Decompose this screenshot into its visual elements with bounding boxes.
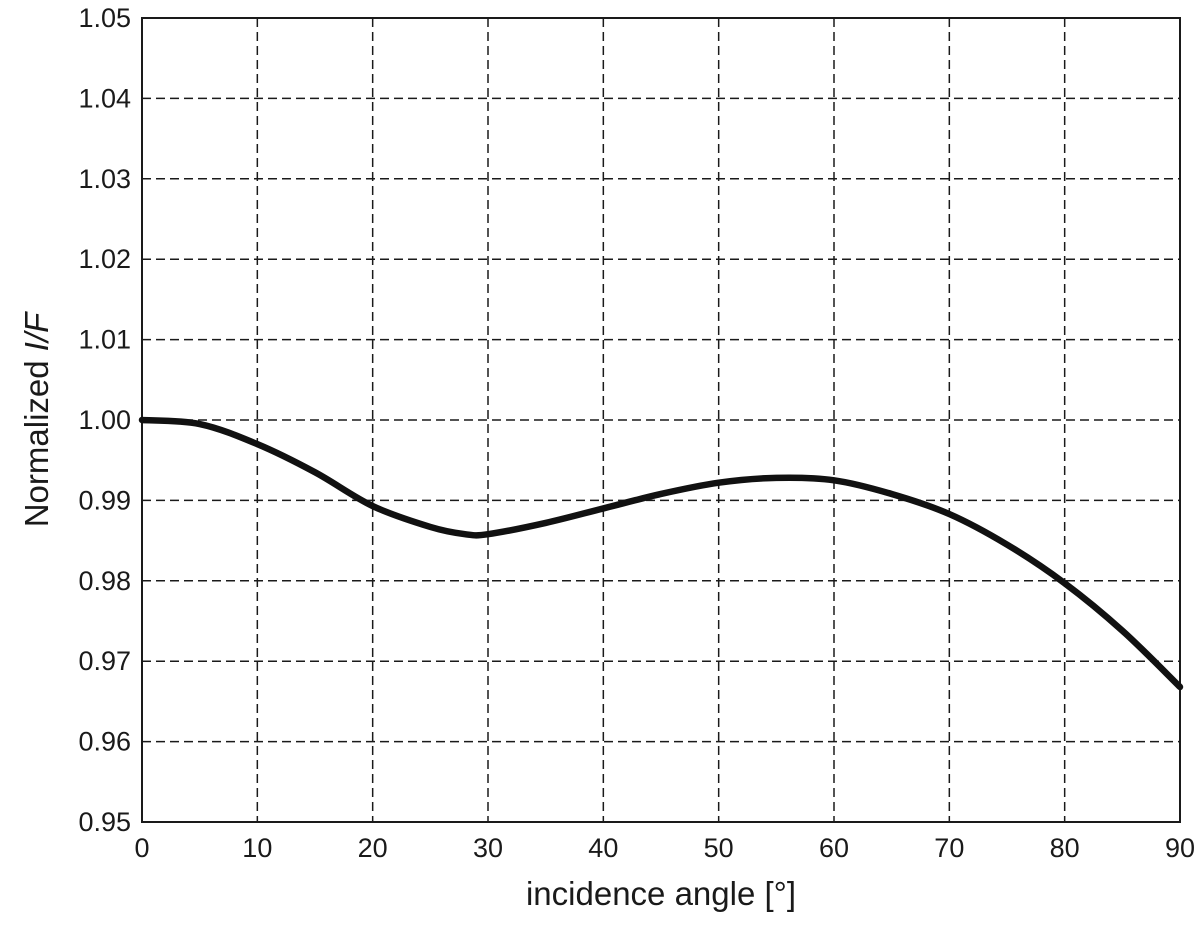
series-group <box>138 416 1184 691</box>
x-tick-label: 20 <box>358 833 388 863</box>
y-tick-label: 1.03 <box>78 164 131 194</box>
x-tick-label: 90 <box>1165 833 1195 863</box>
x-tick-label: 0 <box>134 833 149 863</box>
y-tick-label: 0.95 <box>78 807 131 837</box>
y-tick-label: 1.00 <box>78 405 131 435</box>
y-tick-label: 1.01 <box>78 325 131 355</box>
x-tick-label: 60 <box>819 833 849 863</box>
y-axis-label-italic: I/F <box>18 311 55 351</box>
y-axis-label: Normalized I/F <box>18 311 55 527</box>
x-tick-labels: 0 10 20 30 40 50 60 70 80 90 <box>134 833 1195 863</box>
x-tick-label: 50 <box>704 833 734 863</box>
y-tick-labels: 0.95 0.96 0.97 0.98 0.99 1.00 1.01 1.02 1.03 1.04… <box>78 3 131 837</box>
y-tick-label: 0.97 <box>78 646 131 676</box>
x-tick-label: 30 <box>473 833 503 863</box>
y-tick-label: 0.98 <box>78 566 131 596</box>
grid <box>142 18 1180 822</box>
x-tick-label: 40 <box>588 833 618 863</box>
x-tick-label: 10 <box>242 833 272 863</box>
y-tick-label: 1.04 <box>78 83 131 113</box>
x-tick-label: 80 <box>1050 833 1080 863</box>
y-tick-label: 1.05 <box>78 3 131 33</box>
x-axis-label: incidence angle [°] <box>526 875 796 912</box>
series-line-0 <box>138 416 1184 691</box>
y-tick-label: 1.02 <box>78 244 131 274</box>
x-tick-label: 70 <box>934 833 964 863</box>
y-tick-label: 0.96 <box>78 727 131 757</box>
y-tick-label: 0.99 <box>78 485 131 515</box>
y-axis-label-prefix: Normalized <box>18 351 55 527</box>
